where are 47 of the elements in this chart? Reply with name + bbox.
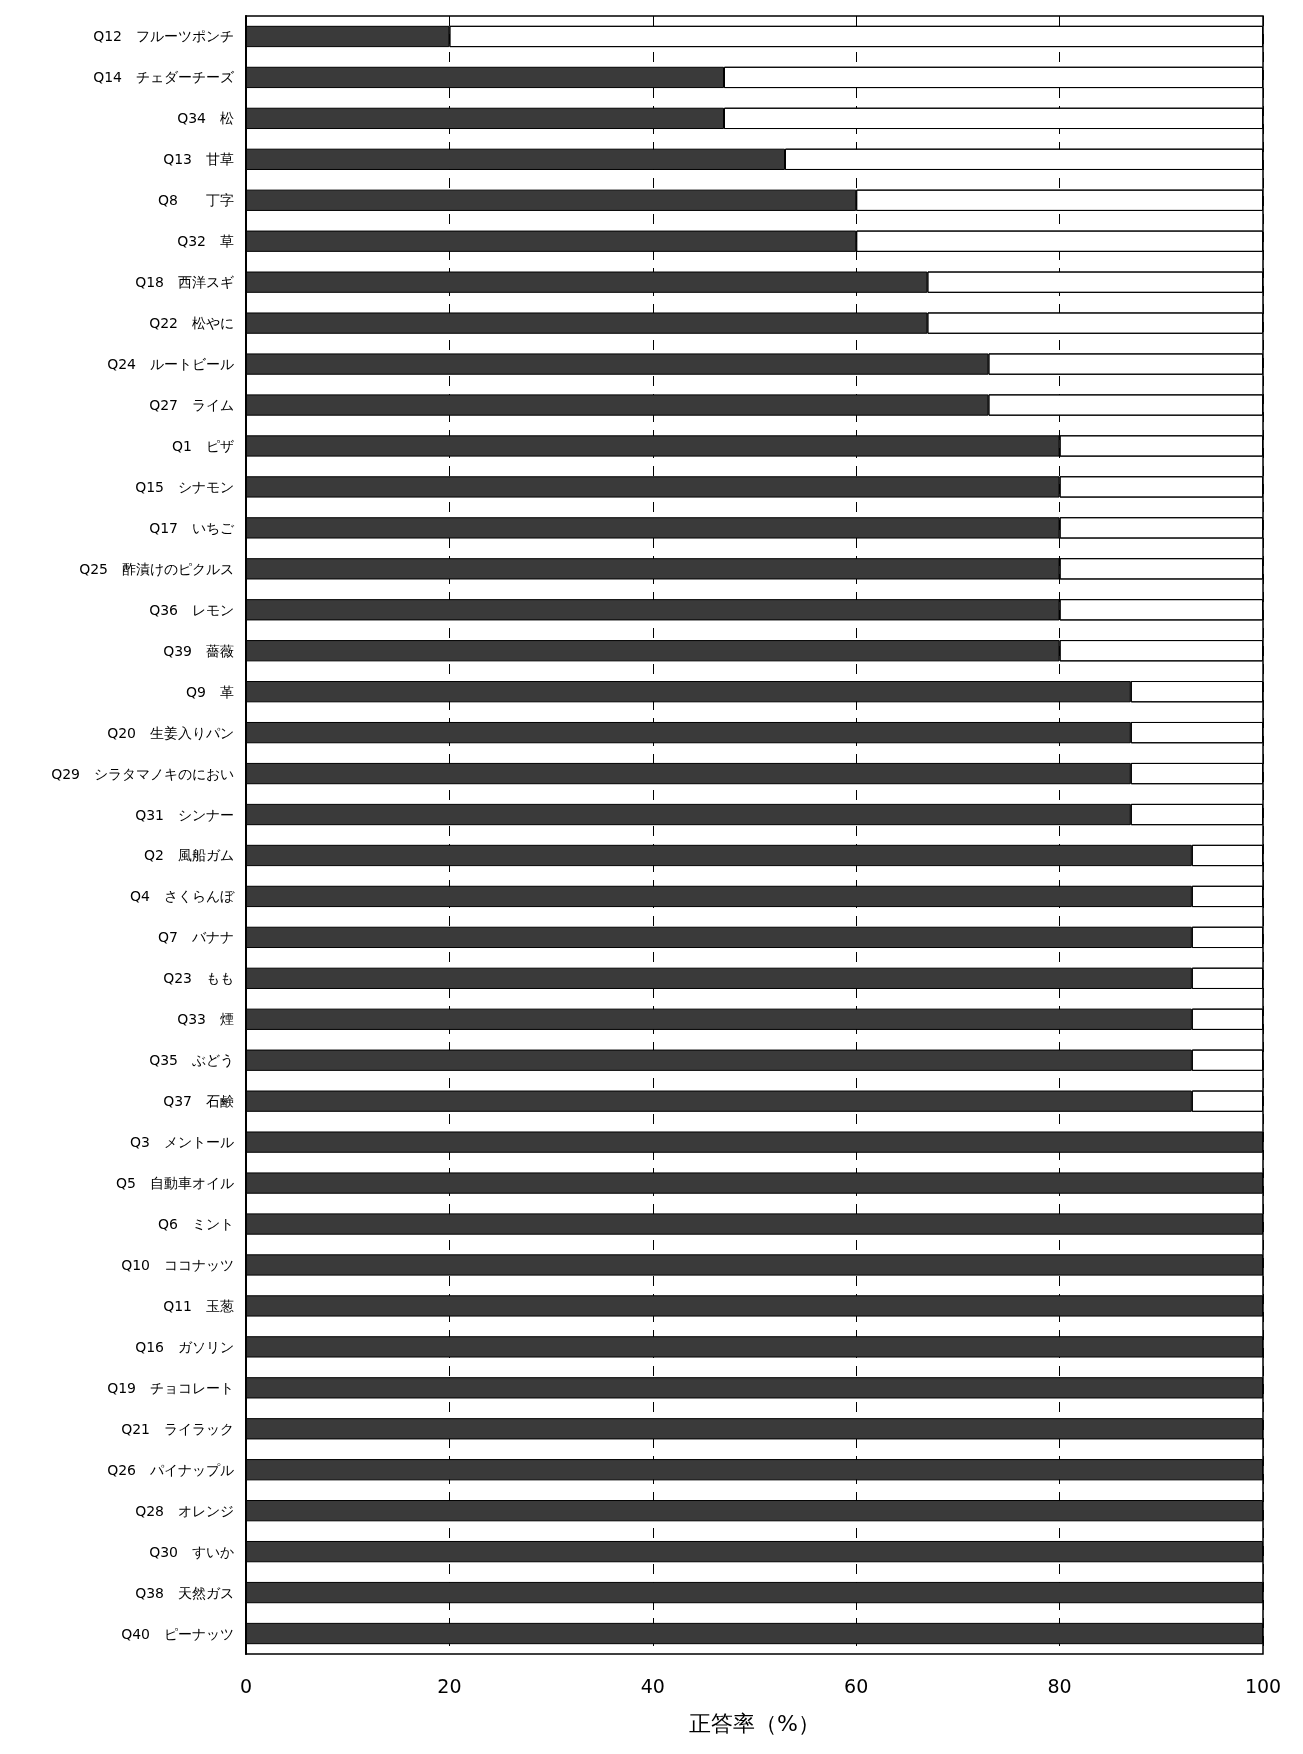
y-tick-label: Q19 チョコレート — [107, 1379, 234, 1396]
y-tick-label: Q21 ライラック — [121, 1420, 234, 1437]
y-tick-label: Q1 ピザ — [172, 437, 234, 454]
y-tick-label: Q28 オレンジ — [135, 1502, 234, 1519]
y-tick-label: Q37 石鹸 — [163, 1093, 234, 1110]
y-tick-label: Q36 レモン — [149, 601, 234, 618]
y-tick-label: Q13 甘草 — [163, 151, 234, 168]
y-tick-label: Q31 シンナー — [135, 806, 234, 823]
y-tick-label: Q2 風船ガム — [144, 847, 234, 864]
y-tick-label: Q25 酢漬けのピクルス — [79, 560, 234, 577]
y-tick-label: Q34 松 — [177, 110, 234, 127]
x-tick-label: 40 — [640, 1674, 665, 1697]
y-tick-label: Q30 すいか — [149, 1543, 234, 1560]
y-tick-label: Q24 ルートビール — [107, 356, 234, 373]
y-tick-label: Q33 煙 — [177, 1011, 234, 1028]
y-tick-label: Q27 ライム — [149, 397, 234, 414]
x-tick-label: 80 — [1047, 1674, 1072, 1697]
y-tick-label: Q29 シラタマノキのにおい — [51, 765, 234, 782]
y-tick-label: Q8 丁字 — [158, 192, 234, 209]
y-tick-label: Q40 ピーナッツ — [121, 1625, 234, 1642]
y-tick-label: Q35 ぶどう — [149, 1052, 234, 1069]
y-tick-label: Q20 生姜入りパン — [107, 724, 234, 741]
y-tick-label: Q3 メントール — [130, 1134, 234, 1151]
y-tick-label: Q17 いちご — [149, 519, 235, 536]
y-tick-label: Q39 薔薇 — [163, 642, 234, 659]
y-tick-label: Q9 革 — [186, 683, 234, 700]
x-axis-title: 正答率（%） — [689, 1710, 820, 1736]
y-tick-label: Q23 もも — [163, 970, 234, 987]
y-tick-label: Q11 玉葱 — [163, 1297, 234, 1314]
y-tick-label: Q32 草 — [177, 233, 234, 250]
x-tick-label: 60 — [844, 1674, 869, 1697]
x-tick-label: 0 — [239, 1674, 253, 1697]
y-tick-label: Q26 パイナップル — [107, 1461, 234, 1478]
y-tick-label: Q4 さくらんぼ — [130, 888, 235, 905]
y-tick-label: Q15 シナモン — [135, 478, 234, 495]
y-tick-label: Q10 ココナッツ — [121, 1256, 234, 1273]
y-tick-label: Q38 天然ガス — [135, 1584, 234, 1601]
y-tick-label: Q16 ガソリン — [135, 1338, 234, 1355]
y-tick-label: Q12 フルーツポンチ — [93, 28, 234, 45]
y-tick-label: Q18 西洋スギ — [135, 274, 234, 291]
y-tick-label: Q6 ミント — [158, 1216, 234, 1233]
x-tick-label: 100 — [1244, 1674, 1282, 1697]
x-tick-label: 20 — [437, 1674, 462, 1697]
y-tick-label: Q5 自動車オイル — [116, 1175, 234, 1192]
y-tick-label: Q7 バナナ — [158, 929, 234, 946]
y-tick-label: Q22 松やに — [149, 315, 234, 332]
y-tick-label: Q14 チェダーチーズ — [93, 69, 235, 86]
